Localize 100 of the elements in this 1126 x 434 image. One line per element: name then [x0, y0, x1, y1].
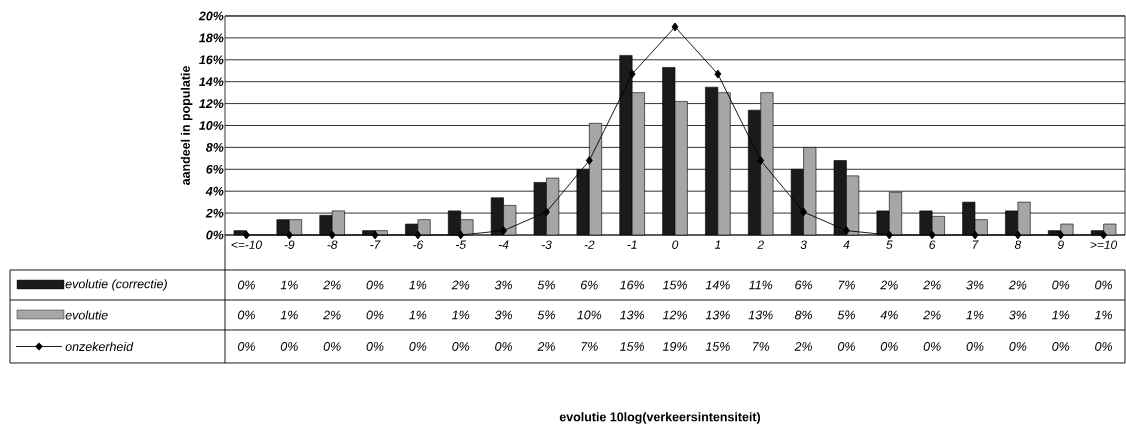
data-label: 5% — [537, 280, 555, 290]
x-tick-label: -4 — [498, 240, 509, 249]
data-label: 12% — [662, 310, 687, 320]
data-label: 15% — [662, 280, 687, 290]
data-label: 4% — [880, 310, 898, 320]
data-label: 0% — [366, 280, 384, 290]
data-label: 0% — [409, 342, 427, 351]
x-tick-label: -3 — [541, 240, 552, 249]
text: 0% — [237, 310, 255, 320]
data-label: 2% — [1008, 280, 1027, 290]
data-label: 0% — [880, 342, 898, 351]
point — [371, 230, 379, 240]
point — [500, 226, 508, 236]
data-label: 14% — [705, 280, 730, 290]
data-label: 0% — [237, 342, 255, 351]
point — [543, 207, 550, 217]
data-label: 2% — [323, 280, 341, 290]
data-label: 1% — [452, 310, 470, 320]
data-label: 1% — [280, 280, 298, 290]
data-label: 0% — [1052, 280, 1070, 290]
point — [928, 230, 936, 240]
point — [328, 230, 336, 240]
data-label: 2% — [794, 342, 813, 351]
data-label: 0% — [366, 310, 384, 320]
y-tick-label: 14% — [199, 77, 224, 87]
point — [1014, 230, 1022, 240]
data-label: 0% — [837, 342, 855, 351]
point — [1100, 230, 1108, 240]
x-tick-label: -9 — [284, 240, 295, 249]
y-tick-label: 16% — [199, 55, 224, 65]
point — [671, 22, 679, 32]
point — [885, 230, 893, 240]
data-label: 1% — [1094, 310, 1113, 320]
data-label: 6% — [795, 280, 813, 290]
point — [457, 230, 465, 240]
data-label: 2% — [537, 342, 555, 351]
data-label: 2% — [923, 310, 941, 320]
data-label: 8% — [794, 310, 813, 320]
x-tick-label: -8 — [327, 240, 338, 249]
data-label: 3% — [966, 280, 984, 290]
x-tick-label: 7 — [972, 240, 979, 249]
x-tick-label: -1 — [627, 240, 637, 249]
data-label: 1% — [1052, 310, 1070, 320]
x-tick-label: 6 — [929, 240, 936, 249]
data-label: 3% — [1009, 310, 1027, 320]
x-tick-label: -6 — [413, 240, 424, 249]
point — [714, 69, 722, 79]
x-tick-label: 1 — [714, 240, 721, 249]
data-label: 0% — [1009, 342, 1027, 351]
data-label: 1% — [409, 280, 427, 290]
data-label: 5% — [837, 310, 855, 320]
data-label: 7% — [753, 342, 770, 351]
data-label: 16% — [620, 280, 645, 290]
point — [285, 230, 293, 240]
data-label: 0% — [966, 342, 984, 351]
x-tick-label: <=-10 — [231, 240, 262, 249]
data-label: 0% — [237, 280, 255, 290]
data-label: 0% — [323, 342, 341, 351]
data-label: 1% — [409, 310, 427, 320]
legend-label: onzekerheid — [65, 341, 134, 352]
data-label: 2% — [923, 280, 941, 290]
data-label: 0% — [1095, 280, 1113, 290]
point — [757, 156, 765, 165]
data-label: 0% — [280, 342, 298, 351]
data-label: 1% — [280, 310, 298, 320]
data-label: 7% — [838, 280, 855, 290]
legend-label: evolutie (correctie) — [65, 279, 167, 291]
x-tick-label: 0 — [672, 240, 679, 249]
data-label: 2% — [880, 280, 898, 290]
data-label: 7% — [581, 342, 598, 351]
x-tick-label: 4 — [843, 240, 850, 249]
data-label: 11% — [749, 280, 773, 290]
y-tick-label: 2% — [205, 208, 224, 218]
data-label: 0% — [1052, 342, 1070, 351]
data-label: 0% — [452, 342, 470, 351]
x-tick-label: 5 — [886, 240, 893, 249]
data-label: 15% — [620, 342, 645, 351]
point — [800, 207, 808, 217]
data-label: 13% — [705, 310, 730, 320]
y-tick-label: 18% — [199, 33, 224, 43]
data-label: 2% — [323, 310, 341, 320]
data-label: 0% — [495, 342, 513, 351]
y-tick-label: 10% — [199, 121, 224, 130]
point — [1057, 230, 1065, 240]
data-label: 3% — [494, 280, 513, 290]
data-label: 0% — [1095, 342, 1113, 351]
x-tick-label: 9 — [1057, 240, 1064, 249]
y-tick-label: 0% — [206, 230, 224, 240]
point — [585, 156, 593, 165]
data-label: 2% — [451, 280, 470, 290]
text: evolutie 10log(verkeersintensiteit) — [559, 412, 761, 424]
data-label: 5% — [537, 310, 555, 320]
data-label: 13% — [620, 310, 645, 320]
x-tick-label: 8 — [1014, 240, 1022, 249]
x-tick-label: >=10 — [1090, 240, 1118, 249]
y-tick-label: 4% — [205, 186, 224, 196]
y-axis-title: aandeel in populatie — [180, 66, 193, 185]
data-label: 0% — [923, 342, 941, 351]
y-tick-label: 6% — [206, 164, 224, 174]
legend-label: evolutie — [65, 310, 108, 320]
